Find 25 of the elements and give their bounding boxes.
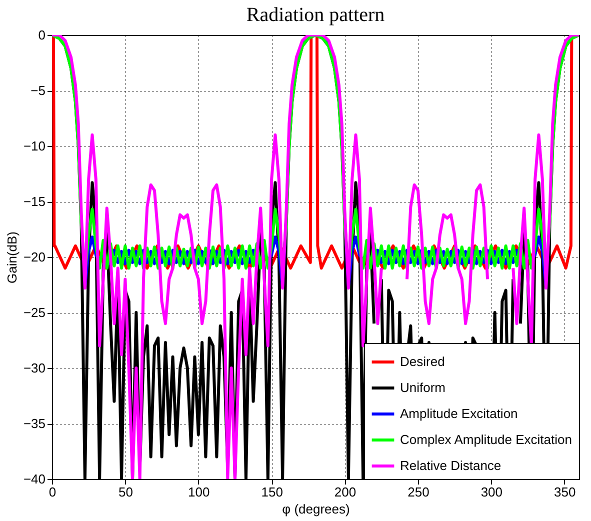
legend-label: Relative Distance bbox=[400, 458, 502, 473]
y-tick-label: −20 bbox=[23, 250, 46, 264]
y-tick-label: −15 bbox=[23, 194, 46, 209]
chart-title: Radiation pattern bbox=[246, 4, 385, 26]
x-tick-label: 0 bbox=[48, 484, 56, 500]
y-tick-label: −10 bbox=[23, 138, 46, 154]
legend-label: Complex Amplitude Excitation bbox=[400, 432, 572, 447]
x-tick-label: 150 bbox=[261, 484, 283, 500]
x-tick-label: 200 bbox=[334, 484, 356, 500]
x-tick-label: 100 bbox=[188, 484, 210, 500]
y-tick-label: −35 bbox=[23, 416, 46, 431]
x-tick-label: 350 bbox=[554, 484, 576, 500]
x-tick-label: 300 bbox=[480, 484, 503, 500]
x-tick-label: 50 bbox=[118, 484, 133, 500]
y-tick-label: −40 bbox=[23, 472, 46, 486]
legend-label: Uniform bbox=[400, 380, 446, 395]
x-tick-label: 250 bbox=[408, 484, 430, 500]
y-tick-label: −5 bbox=[30, 83, 46, 98]
y-axis-title: Gain(dB) bbox=[4, 231, 20, 284]
x-axis-title: φ (degrees) bbox=[282, 502, 350, 516]
legend-label: Desired bbox=[400, 354, 445, 369]
legend-label: Amplitude Excitation bbox=[400, 406, 518, 421]
y-tick-label: 0 bbox=[38, 28, 46, 42]
y-tick-label: −25 bbox=[23, 305, 46, 320]
y-tick-label: −30 bbox=[23, 360, 46, 376]
